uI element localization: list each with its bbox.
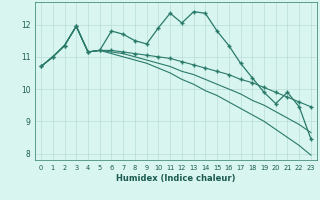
X-axis label: Humidex (Indice chaleur): Humidex (Indice chaleur)	[116, 174, 236, 183]
